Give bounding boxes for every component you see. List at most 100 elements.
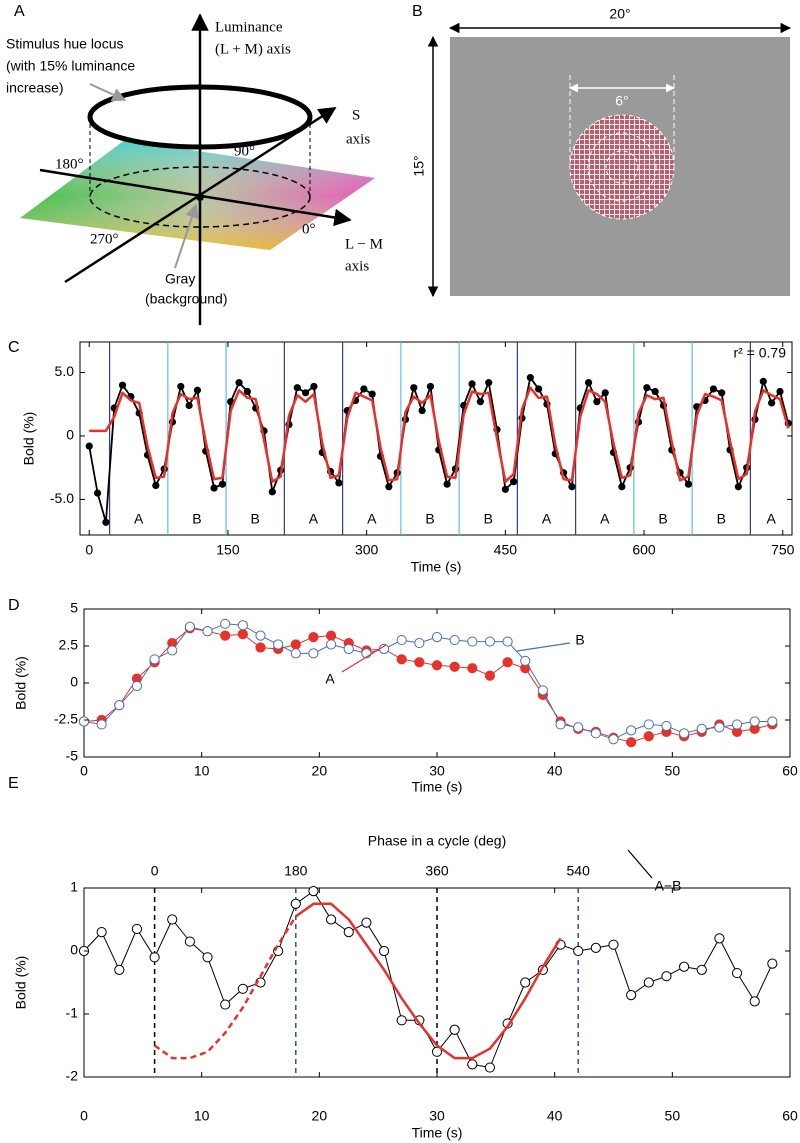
point [410,384,418,392]
panel-b: B 20° 15° 6° [411,3,792,298]
point [526,373,534,382]
pointer [174,203,199,269]
point [302,389,310,397]
point [476,398,484,406]
axis-label: (L + M) axis [215,41,291,57]
point [718,389,726,397]
point [360,385,368,393]
point [193,386,202,394]
point [220,999,231,1010]
point [593,398,601,406]
point [308,648,319,659]
x-axis-label: Time (s) [412,1125,463,1141]
block-label: A [600,511,610,527]
block-label: B [717,511,726,527]
pointer [627,849,653,879]
axis-label: axis [345,258,369,274]
point [661,720,672,732]
point [396,654,407,665]
series-line [89,386,790,483]
point [96,719,107,730]
lm-axis [39,168,352,227]
point [584,379,593,387]
point [273,945,284,957]
point [184,621,195,632]
point [608,939,619,950]
point [520,977,531,988]
point [378,945,390,957]
point [268,488,276,496]
point [608,734,619,745]
x-tick-label: 0 [80,763,88,779]
y-tick-label: 2.5 [59,637,79,653]
point [167,914,178,925]
series-label: A [325,671,335,687]
dimension-label: 6° [615,93,628,109]
y-tick-label: -2 [66,1068,79,1084]
dimension-label: 15° [411,155,427,176]
panel-a: A Luminance (L + M) axis Stimulus hue lo… [6,3,383,325]
point [218,480,226,488]
point [255,630,266,641]
x-tick-label: 600 [632,542,656,558]
point [167,645,178,656]
pointer [341,644,387,673]
point [361,917,372,928]
y-axis-label: Bold (%) [13,956,29,1010]
point [776,387,784,396]
point [335,479,343,487]
point [502,657,513,668]
point [149,654,160,665]
panel-label: B [412,3,423,20]
top-tick-label: 0 [151,863,159,879]
point [484,1062,496,1073]
x-tick-label: 750 [771,542,795,558]
point [626,725,637,736]
patch-ring [605,150,639,184]
block-label: A [134,511,144,527]
point [343,927,354,938]
patch-ring [587,132,657,202]
y-axis-label: Bold (%) [13,656,29,710]
y-tick-label: -2.5 [54,711,78,727]
panel-label: E [8,775,19,792]
panel-label: A [14,3,25,20]
point [396,634,407,646]
annotation: (with 15% luminance [6,58,135,74]
annotation: increase) [6,80,64,96]
x-tick-label: 0 [85,542,93,558]
point [679,728,690,739]
point [768,399,776,407]
point [418,406,426,415]
point [202,626,213,637]
point [177,382,185,391]
axis-label: S [352,107,360,123]
patch-ring [569,114,675,220]
axis-label: axis [346,131,370,147]
point [93,489,102,497]
point [414,657,425,668]
point [308,632,319,643]
block-label: A [542,511,552,527]
point [131,680,143,692]
block-label: A [309,511,319,527]
point [152,481,160,490]
point [184,936,195,947]
point [310,382,318,391]
point [618,483,626,491]
y-tick-label: 5 [70,600,78,616]
point [484,670,496,681]
point [243,387,251,396]
point [290,648,301,659]
point [467,636,478,647]
point [326,639,337,650]
annotation: Stimulus hue locus [6,36,124,52]
annotation: (background) [145,291,228,307]
angle-label: 180° [55,156,84,172]
point [449,661,460,672]
point [431,632,443,643]
point [114,964,125,976]
point [414,637,425,649]
x-tick-label: 0 [80,1108,88,1124]
